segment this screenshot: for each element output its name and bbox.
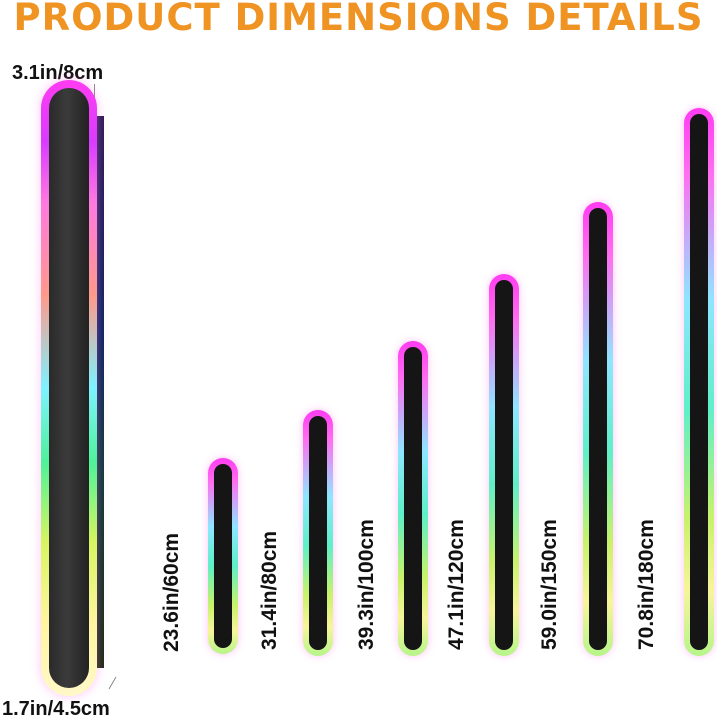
light-bar-60cm: [208, 458, 238, 654]
bar-core: [309, 416, 327, 650]
depth-label: 1.7in/4.5cm: [2, 698, 110, 720]
width-tick: [94, 84, 95, 100]
light-bar-180cm: [684, 108, 714, 656]
featured-light-bar: [41, 80, 97, 696]
bar-core: [214, 464, 232, 648]
bar-core: [589, 208, 607, 650]
depth-tick: [108, 676, 117, 690]
page-title: PRODUCT DIMENSIONS DETAILS: [13, 0, 704, 39]
size-label-60cm: 23.6in/60cm: [160, 532, 183, 652]
bar-side-panel: [96, 116, 104, 668]
light-bar-120cm: [489, 274, 519, 656]
size-label-120cm: 47.1in/120cm: [445, 519, 468, 650]
width-label: 3.1in/8cm: [12, 62, 104, 84]
size-label-150cm: 59.0in/150cm: [538, 519, 561, 650]
light-bar-100cm: [398, 341, 428, 656]
size-label-100cm: 39.3in/100cm: [355, 519, 378, 650]
size-label-180cm: 70.8in/180cm: [635, 519, 658, 650]
bar-core: [495, 280, 513, 650]
bar-core: [690, 114, 708, 650]
size-label-80cm: 31.4in/80cm: [258, 530, 281, 650]
bar-core: [404, 347, 422, 650]
light-bar-80cm: [303, 410, 333, 656]
light-bar-150cm: [583, 202, 613, 656]
featured-bar-core: [49, 88, 89, 688]
